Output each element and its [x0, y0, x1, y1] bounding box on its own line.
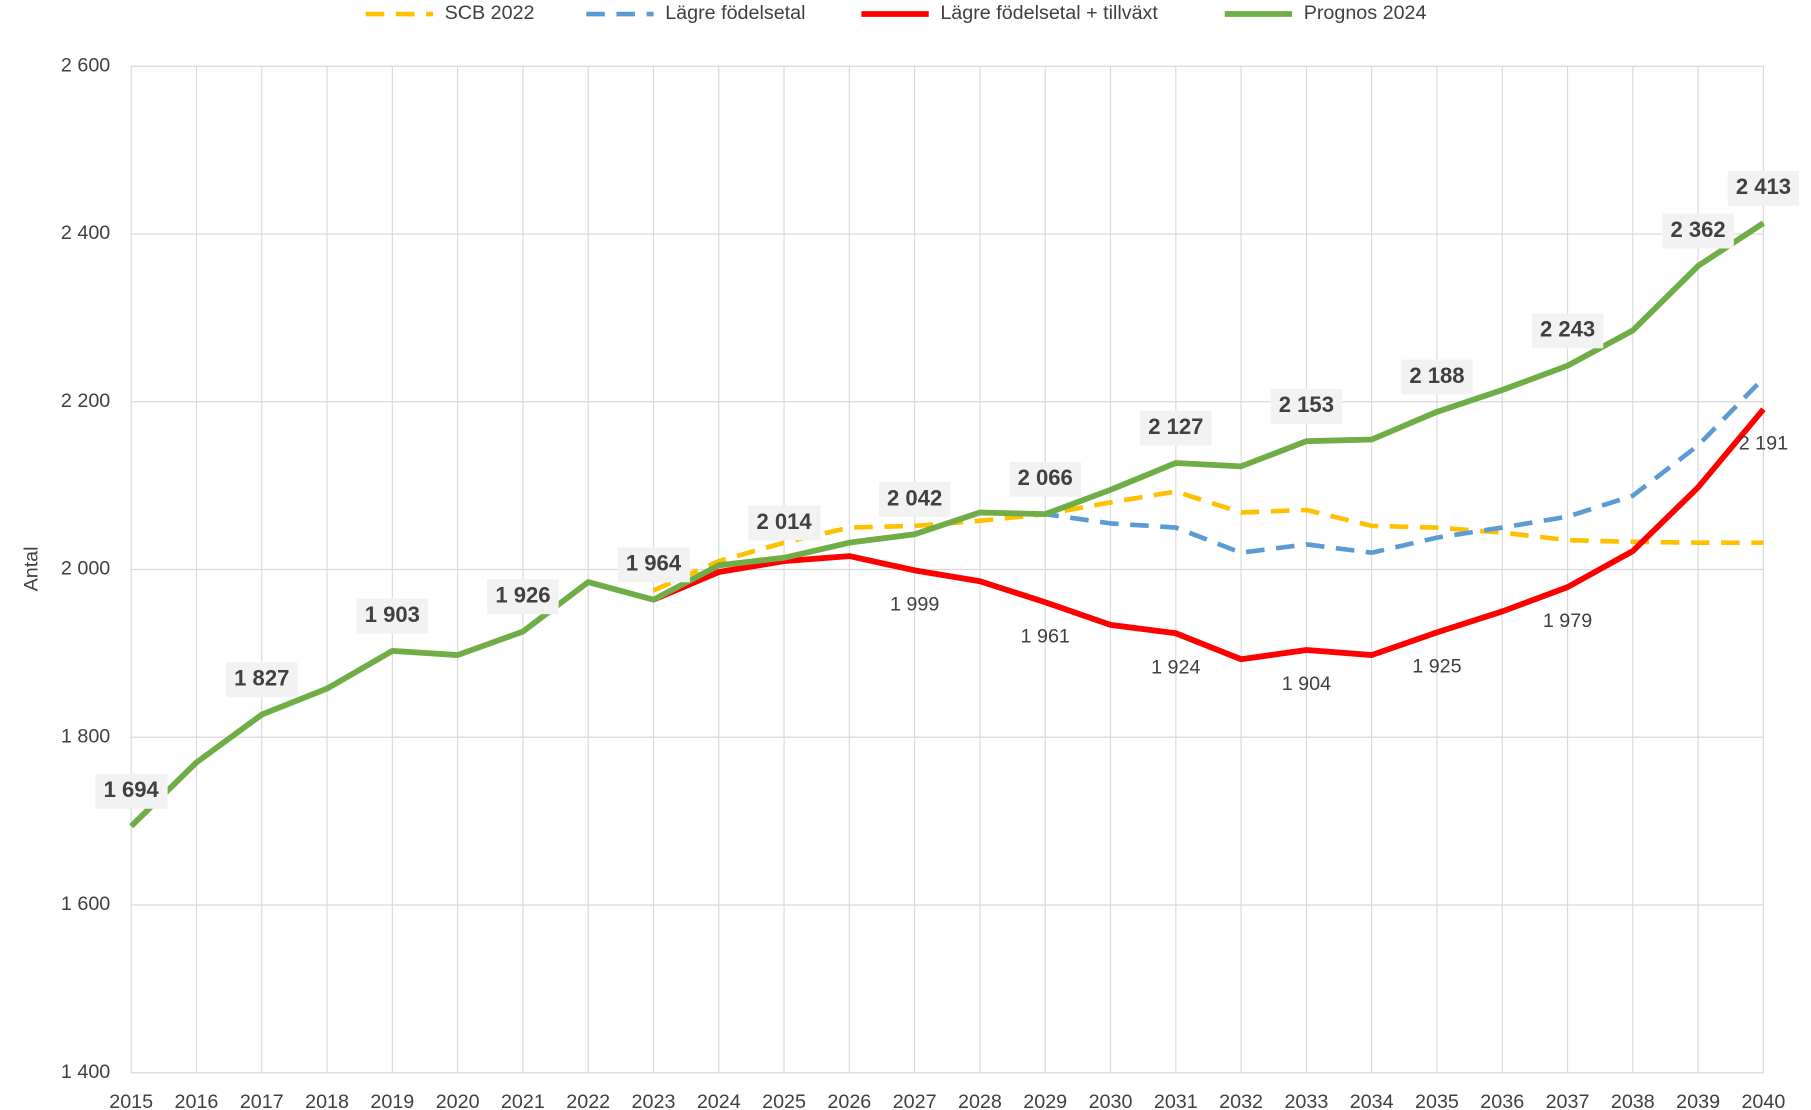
label-box: [748, 505, 821, 541]
x-tick-label: 2025: [762, 1091, 806, 1110]
label-box: [356, 598, 429, 634]
data-label: 2 153: [1279, 392, 1334, 417]
x-tick-label: 2037: [1546, 1091, 1590, 1110]
x-tick-label: 2020: [436, 1091, 480, 1110]
label-box: [1140, 410, 1212, 446]
x-tick-label: 2031: [1154, 1091, 1198, 1110]
data-label: 2 042: [887, 485, 942, 510]
x-tick-label: 2026: [827, 1091, 871, 1110]
y-tick-label: 2 600: [61, 54, 110, 76]
data-label: 2 362: [1671, 217, 1726, 242]
label-box: [1662, 213, 1734, 249]
data-label: 1 904: [1282, 673, 1331, 695]
label-box: [1009, 461, 1081, 497]
y-tick-label: 2 200: [61, 390, 110, 412]
y-tick-label: 2 000: [61, 558, 110, 580]
data-label: 1 964: [626, 551, 682, 576]
label-box: [1401, 359, 1473, 395]
x-tick-label: 2028: [958, 1091, 1002, 1110]
series-line: [129, 220, 1765, 829]
label-box: [487, 579, 559, 615]
x-tick-label: 2017: [240, 1091, 284, 1110]
y-tick-label: 1 400: [61, 1061, 110, 1083]
data-label: 2 066: [1018, 465, 1073, 490]
x-tick-label: 2016: [175, 1091, 219, 1110]
data-label: 2 014: [756, 509, 812, 534]
data-label: 1 903: [365, 602, 420, 627]
x-tick-label: 2034: [1350, 1091, 1394, 1110]
series-line: [652, 407, 1766, 663]
x-tick-label: 2039: [1676, 1091, 1720, 1110]
y-tick-label: 1 600: [61, 893, 110, 915]
data-label: 1 961: [1021, 625, 1070, 647]
data-label: 2 413: [1736, 174, 1791, 199]
data-label: 1 694: [104, 777, 160, 802]
label-box: [1531, 313, 1604, 349]
legend-label: Prognos 2024: [1304, 2, 1427, 24]
data-label: 2 243: [1540, 317, 1595, 342]
label-box: [226, 662, 298, 698]
label-box: [1270, 388, 1343, 424]
y-tick-label: 2 400: [61, 222, 110, 244]
data-label: 1 925: [1412, 655, 1461, 677]
data-label: 1 979: [1543, 610, 1592, 632]
x-tick-label: 2038: [1611, 1091, 1655, 1110]
legend-label: Lägre födelsetal: [665, 2, 805, 24]
x-tick-label: 2033: [1284, 1091, 1328, 1110]
x-tick-label: 2023: [632, 1091, 676, 1110]
data-label: 2 191: [1739, 432, 1788, 454]
data-label: 1 999: [890, 593, 939, 615]
data-label: 2 188: [1409, 363, 1464, 388]
label-box: [1727, 170, 1800, 206]
x-tick-label: 2030: [1089, 1091, 1133, 1110]
x-tick-label: 2027: [893, 1091, 937, 1110]
label-box: [95, 773, 168, 809]
x-tick-label: 2018: [305, 1091, 349, 1110]
grid: [130, 65, 1764, 1074]
y-tick-label: 1 800: [61, 725, 110, 747]
x-tick-label: 2040: [1741, 1091, 1785, 1110]
data-label: 1 827: [234, 666, 289, 691]
x-tick-label: 2029: [1023, 1091, 1067, 1110]
data-label: 1 926: [495, 583, 550, 608]
data-label: 2 127: [1148, 414, 1203, 439]
x-tick-label: 2021: [501, 1091, 545, 1110]
x-tick-label: 2032: [1219, 1091, 1263, 1110]
x-tick-label: 2035: [1415, 1091, 1459, 1110]
y-axis-label: Antal: [21, 546, 43, 591]
series-line: [652, 489, 1764, 593]
x-tick-label: 2019: [370, 1091, 414, 1110]
label-box: [617, 547, 690, 583]
series-line: [979, 376, 1766, 556]
x-tick-label: 2036: [1480, 1091, 1524, 1110]
x-tick-label: 2022: [566, 1091, 610, 1110]
x-tick-label: 2024: [697, 1091, 741, 1110]
x-tick-label: 2015: [109, 1091, 153, 1110]
legend-label: SCB 2022: [445, 2, 535, 24]
label-box: [878, 482, 951, 517]
data-label: 1 924: [1151, 656, 1200, 678]
legend-label: Lägre födelsetal + tillväxt: [940, 2, 1158, 24]
